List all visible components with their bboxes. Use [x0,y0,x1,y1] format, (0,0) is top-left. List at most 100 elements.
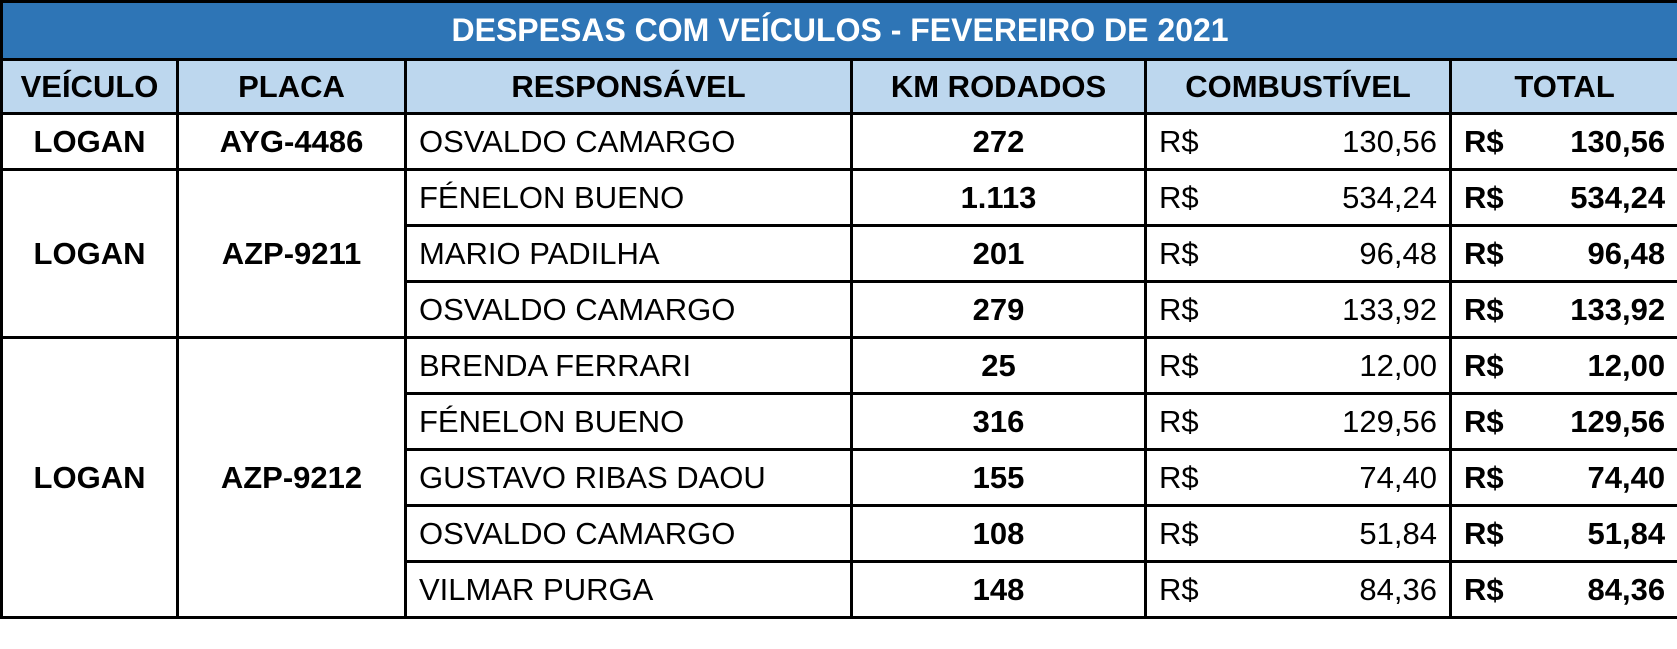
fuel: R$ 74,40 [1144,448,1452,507]
amount: 133,92 [1570,291,1666,327]
amount: 84,36 [1359,571,1437,607]
km: 25 [850,336,1147,395]
km: 148 [850,560,1147,619]
money: R$ 12,00 [1464,348,1665,384]
data-row: FÉNELON BUENO 316 R$ 129,56 R$ 129,56 [2,392,1677,451]
expense-table: DESPESAS COM VEÍCULOS - FEVEREIRO DE 202… [0,0,1677,619]
column-header: COMBUSTÍVEL [1144,58,1452,115]
total: R$ 129,56 [1448,392,1677,451]
fuel: R$ 96,48 [1144,224,1452,283]
money: R$ 51,84 [1464,516,1665,552]
km: 155 [850,448,1147,507]
fuel: R$ 130,56 [1144,112,1452,171]
currency: R$ [1159,571,1199,607]
fuel: R$ 84,36 [1144,560,1452,619]
money: R$ 129,56 [1464,404,1665,440]
km: 1.113 [850,168,1147,227]
responsible: OSVALDO CAMARGO [404,504,853,563]
column-header: KM RODADOS [850,58,1147,115]
money: R$ 51,84 [1159,516,1437,552]
money: R$ 534,24 [1464,180,1665,216]
amount: 12,00 [1359,347,1437,383]
money: R$ 84,36 [1159,572,1437,608]
amount: 51,84 [1359,515,1437,551]
total: R$ 534,24 [1448,168,1677,227]
amount: 96,48 [1359,235,1437,271]
data-row: VILMAR PURGA 148 R$ 84,36 R$ 84,36 [2,560,1677,619]
currency: R$ [1464,123,1504,159]
currency: R$ [1159,179,1199,215]
fuel: R$ 51,84 [1144,504,1452,563]
plate: AZP-9212 [176,336,407,619]
money: R$ 133,92 [1464,292,1665,328]
column-header: VEÍCULO [0,58,179,115]
plate: AZP-9211 [176,168,407,339]
responsible: GUSTAVO RIBAS DAOU [404,448,853,507]
money: R$ 84,36 [1464,572,1665,608]
currency: R$ [1464,235,1504,271]
currency: R$ [1464,571,1504,607]
fuel: R$ 133,92 [1144,280,1452,339]
vehicle: LOGAN [0,336,179,619]
responsible: OSVALDO CAMARGO [404,112,853,171]
currency: R$ [1464,291,1504,327]
data-row: GUSTAVO RIBAS DAOU 155 R$ 74,40 R$ 74,40 [2,448,1677,507]
currency: R$ [1159,515,1199,551]
column-header: TOTAL [1448,58,1677,115]
total: R$ 96,48 [1448,224,1677,283]
km: 108 [850,504,1147,563]
currency: R$ [1159,235,1199,271]
data-row: OSVALDO CAMARGO 108 R$ 51,84 R$ 51,84 [2,504,1677,563]
amount: 130,56 [1570,123,1666,159]
amount: 74,40 [1587,459,1666,495]
column-header: RESPONSÁVEL [404,58,853,115]
currency: R$ [1464,403,1504,439]
total: R$ 74,40 [1448,448,1677,507]
currency: R$ [1159,123,1199,159]
currency: R$ [1159,347,1199,383]
responsible: MARIO PADILHA [404,224,853,283]
currency: R$ [1159,459,1199,495]
responsible: FÉNELON BUENO [404,392,853,451]
amount: 129,56 [1570,403,1666,439]
amount: 130,56 [1342,123,1437,159]
vehicle: LOGAN [0,168,179,339]
currency: R$ [1464,515,1504,551]
data-row: LOGAN AZP-9212 BRENDA FERRARI 25 R$ 12,00 R$ 12… [0,336,1677,619]
money: R$ 534,24 [1159,180,1437,216]
amount: 12,00 [1587,347,1666,383]
data-row: LOGAN AZP-9211 FÉNELON BUENO 1.113 R$ 534,24 R… [0,168,1677,339]
column-header: PLACA [176,58,407,115]
money: R$ 133,92 [1159,292,1437,328]
money: R$ 74,40 [1159,460,1437,496]
total: R$ 130,56 [1448,112,1677,171]
data-row: OSVALDO CAMARGO 279 R$ 133,92 R$ 133,92 [2,280,1677,339]
data-row: MARIO PADILHA 201 R$ 96,48 R$ 96,48 [2,224,1677,283]
fuel: R$ 12,00 [1144,336,1452,395]
money: R$ 130,56 [1464,124,1665,160]
total: R$ 84,36 [1448,560,1677,619]
amount: 74,40 [1359,459,1437,495]
km: 316 [850,392,1147,451]
responsible: OSVALDO CAMARGO [404,280,853,339]
km: 279 [850,280,1147,339]
amount: 51,84 [1587,515,1666,551]
currency: R$ [1159,403,1199,439]
km: 201 [850,224,1147,283]
plate: AYG-4486 [176,112,407,171]
amount: 133,92 [1342,291,1437,327]
vehicle: LOGAN [0,112,179,171]
amount: 129,56 [1342,403,1437,439]
money: R$ 130,56 [1159,124,1437,160]
km: 272 [850,112,1147,171]
amount: 84,36 [1587,571,1666,607]
money: R$ 12,00 [1159,348,1437,384]
table-title: DESPESAS COM VEÍCULOS - FEVEREIRO DE 202… [0,0,1677,61]
responsible: VILMAR PURGA [404,560,853,619]
currency: R$ [1464,347,1504,383]
table-body: DESPESAS COM VEÍCULOS - FEVEREIRO DE 202… [0,0,1677,619]
total: R$ 12,00 [1448,336,1677,395]
amount: 534,24 [1342,179,1437,215]
fuel: R$ 129,56 [1144,392,1452,451]
